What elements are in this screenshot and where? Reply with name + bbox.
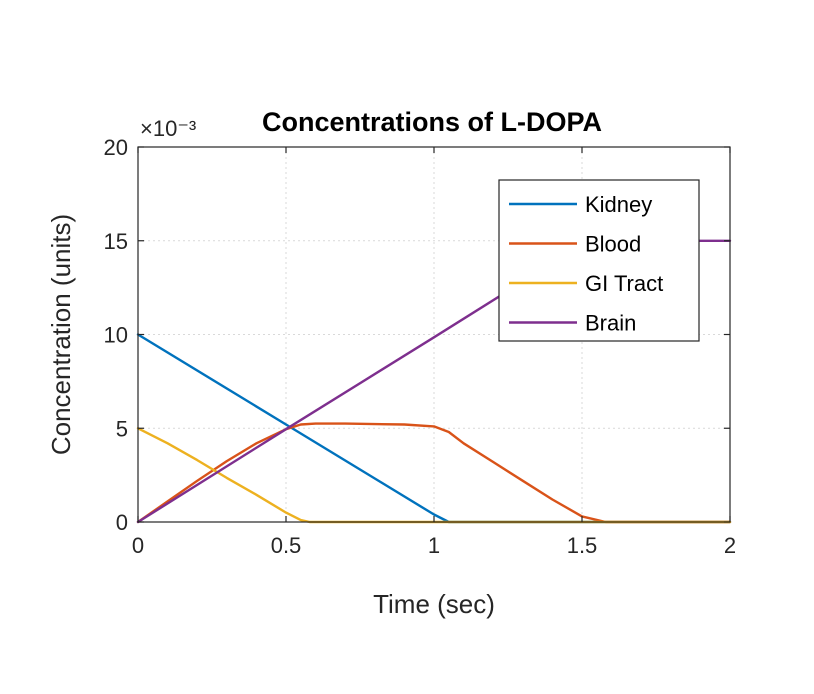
legend-label-kidney: Kidney xyxy=(585,192,652,217)
x-tick-label: 0 xyxy=(132,533,144,558)
series-line-gi-tract xyxy=(136,427,732,524)
grid-layer xyxy=(138,147,730,522)
legend-label-brain: Brain xyxy=(585,311,636,336)
y-tick-label: 10 xyxy=(104,323,128,348)
x-tick-label: 1 xyxy=(428,533,440,558)
chart-title: Concentrations of L-DOPA xyxy=(262,107,602,137)
x-tick-label: 1.5 xyxy=(567,533,598,558)
x-tick-label: 2 xyxy=(724,533,736,558)
x-axis-label: Time (sec) xyxy=(373,589,495,619)
y-tick-label: 20 xyxy=(104,135,128,160)
legend-box xyxy=(498,179,700,342)
y-axis-label: Concentration (units) xyxy=(46,214,76,455)
legend: Kidney Blood GI Tract Brain xyxy=(498,179,700,342)
x-tick-label: 0.5 xyxy=(271,533,302,558)
y-tick-label: 5 xyxy=(116,416,128,441)
legend-label-blood: Blood xyxy=(585,232,641,257)
legend-label-gi-tract: GI Tract xyxy=(585,271,663,296)
series-line-blood xyxy=(136,422,732,524)
y-tick-label: 15 xyxy=(104,229,128,254)
y-tick-label: 0 xyxy=(116,510,128,535)
y-axis-exponent: ×10⁻³ xyxy=(140,116,196,141)
